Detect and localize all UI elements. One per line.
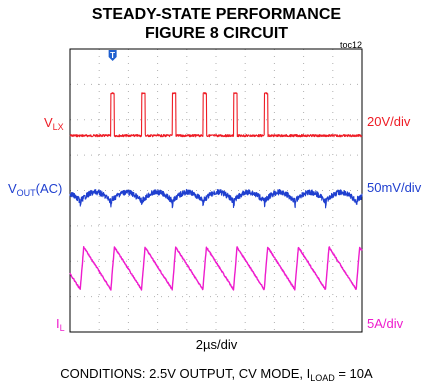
trigger-marker: T — [108, 50, 117, 61]
plot-frame — [69, 48, 363, 333]
traces — [69, 92, 363, 291]
trigger-marker-label: T — [110, 51, 115, 60]
channel-scale-il: 5A/div — [367, 316, 404, 331]
chart-title-line1: STEADY-STATE PERFORMANCE — [91, 6, 342, 23]
time-scale-label: 2µs/div — [195, 337, 238, 352]
chart-title-line2: FIGURE 8 CIRCUIT — [144, 25, 289, 42]
trigger-marker-icon — [108, 50, 117, 61]
channel-label-vlx: VLX — [44, 115, 64, 132]
channel-label-il: IL — [56, 316, 65, 333]
channel-scale-vout: 50mV/div — [367, 180, 422, 195]
toc-label: toc12 — [340, 40, 363, 50]
conditions-text: CONDITIONS: 2.5V OUTPUT, CV MODE, ILOAD … — [60, 366, 373, 383]
trace-vlx — [69, 92, 363, 138]
channel-scale-vlx: 20V/div — [367, 114, 411, 129]
channel-label-vout: VOUT(AC) — [8, 181, 63, 198]
trace-il — [69, 246, 363, 291]
graticule — [70, 49, 362, 332]
trace-vout — [69, 188, 363, 209]
